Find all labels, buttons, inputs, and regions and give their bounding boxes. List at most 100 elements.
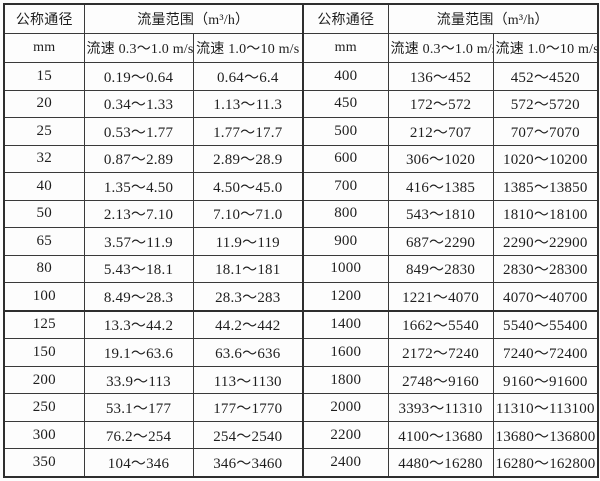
header-velocity-high-right: 流速 1.0～10 m/s bbox=[492, 33, 599, 63]
diameter-cell: 500 bbox=[302, 117, 389, 146]
flow-range-cell: 306～1020 bbox=[387, 144, 494, 173]
header-velocity-low-right: 流速 0.3～1.0 m/s bbox=[387, 33, 494, 63]
flow-range-cell: 4.50～45.0 bbox=[192, 172, 304, 201]
flow-range-cell: 5.43～18.1 bbox=[83, 254, 194, 283]
flow-range-cell: 543～1810 bbox=[387, 199, 494, 228]
flow-range-cell: 1662～5540 bbox=[387, 309, 494, 340]
diameter-cell: 20 bbox=[3, 89, 85, 118]
diameter-cell: 1600 bbox=[302, 338, 389, 367]
diameter-cell: 40 bbox=[3, 172, 85, 201]
flow-range-cell: 28.3～283 bbox=[192, 281, 304, 312]
flow-range-cell: 572～5720 bbox=[492, 89, 599, 118]
table-row: 250 53.1～177 177～1770 2000 3393～11310 11310～1… bbox=[3, 393, 599, 422]
diameter-cell: 600 bbox=[302, 144, 389, 173]
table-row: 32 0.87～2.89 2.89～28.9 600 306～1020 1020～1020… bbox=[3, 144, 599, 173]
header-unit-right: mm bbox=[302, 33, 389, 63]
diameter-cell: 900 bbox=[302, 227, 389, 256]
flow-range-cell: 452～4520 bbox=[492, 62, 599, 91]
flow-range-cell: 63.6～636 bbox=[192, 338, 304, 367]
table-body: 15 0.19～0.64 0.64～6.4 400 136～452 452～4520 20 0… bbox=[3, 62, 599, 478]
flow-range-cell: 1385～13850 bbox=[492, 172, 599, 201]
flow-range-cell: 0.87～2.89 bbox=[83, 144, 194, 173]
table-row: 100 8.49～28.3 28.3～283 1200 1221～4070 4070～40… bbox=[3, 281, 599, 312]
flow-range-cell: 8.49～28.3 bbox=[83, 281, 194, 312]
flow-range-cell: 33.9～113 bbox=[83, 365, 194, 395]
flow-range-cell: 212～707 bbox=[387, 117, 494, 146]
flow-range-cell: 136～452 bbox=[387, 62, 494, 91]
flow-range-cell: 16280～162800 bbox=[492, 448, 599, 478]
diameter-cell: 1200 bbox=[302, 281, 389, 312]
table-header: 公称通径 流量范围（m³/h） 公称通径 流量范围（m³/h） mm 流速 0.… bbox=[3, 3, 599, 63]
flow-range-cell: 7240～72400 bbox=[492, 338, 599, 367]
diameter-cell: 25 bbox=[3, 117, 85, 146]
header-velocity-low-left: 流速 0.3～1.0 m/s bbox=[83, 33, 194, 63]
diameter-cell: 2400 bbox=[302, 448, 389, 478]
diameter-cell: 350 bbox=[3, 448, 85, 478]
flow-range-cell: 0.34～1.33 bbox=[83, 89, 194, 118]
flow-range-cell: 2172～7240 bbox=[387, 338, 494, 367]
diameter-cell: 2200 bbox=[302, 420, 389, 450]
flow-range-cell: 44.2～442 bbox=[192, 309, 304, 340]
diameter-cell: 400 bbox=[302, 62, 389, 91]
flow-range-cell: 2290～22900 bbox=[492, 227, 599, 256]
diameter-cell: 100 bbox=[3, 281, 85, 312]
table-row: 50 2.13～7.10 7.10～71.0 800 543～1810 1810～1810… bbox=[3, 199, 599, 228]
flow-range-cell: 172～572 bbox=[387, 89, 494, 118]
header-row-top: 公称通径 流量范围（m³/h） 公称通径 流量范围（m³/h） bbox=[3, 3, 599, 34]
flow-range-cell: 1020～10200 bbox=[492, 144, 599, 173]
diameter-cell: 450 bbox=[302, 89, 389, 118]
header-velocity-high-left: 流速 1.0～10 m/s bbox=[192, 33, 304, 63]
table-row: 300 76.2～254 254～2540 2200 4100～13680 13680～1… bbox=[3, 420, 599, 450]
diameter-cell: 150 bbox=[3, 338, 85, 367]
header-unit-left: mm bbox=[3, 33, 85, 63]
flow-range-cell: 104～346 bbox=[83, 448, 194, 478]
header-flow-range-left: 流量范围（m³/h） bbox=[83, 3, 304, 34]
table-row: 40 1.35～4.50 4.50～45.0 700 416～1385 1385～1385… bbox=[3, 172, 599, 201]
flow-range-cell: 1.35～4.50 bbox=[83, 172, 194, 201]
flow-range-cell: 7.10～71.0 bbox=[192, 199, 304, 228]
flow-range-cell: 2830～28300 bbox=[492, 254, 599, 283]
table-row: 350 104～346 346～3460 2400 4480～16280 16280～16… bbox=[3, 448, 599, 478]
flow-range-cell: 0.19～0.64 bbox=[83, 62, 194, 91]
diameter-cell: 80 bbox=[3, 254, 85, 283]
flow-range-cell: 254～2540 bbox=[192, 420, 304, 450]
header-row-sub: mm 流速 0.3～1.0 m/s 流速 1.0～10 m/s mm 流速 0.… bbox=[3, 33, 599, 63]
flow-range-cell: 1221～4070 bbox=[387, 281, 494, 312]
flow-range-cell: 2.13～7.10 bbox=[83, 199, 194, 228]
flow-range-cell: 11.9～119 bbox=[192, 227, 304, 256]
flow-range-cell: 849～2830 bbox=[387, 254, 494, 283]
flow-range-cell: 113～1130 bbox=[192, 365, 304, 395]
table-row: 80 5.43～18.1 18.1～181 1000 849～2830 2830～2830… bbox=[3, 254, 599, 283]
table-row: 125 13.3～44.2 44.2～442 1400 1662～5540 5540～55… bbox=[3, 309, 599, 340]
table-row: 15 0.19～0.64 0.64～6.4 400 136～452 452～4520 bbox=[3, 62, 599, 91]
header-diameter-left: 公称通径 bbox=[3, 3, 85, 34]
flow-range-cell: 1.77～17.7 bbox=[192, 117, 304, 146]
flow-range-cell: 9160～91600 bbox=[492, 365, 599, 395]
diameter-cell: 250 bbox=[3, 393, 85, 422]
diameter-cell: 800 bbox=[302, 199, 389, 228]
flow-range-cell: 18.1～181 bbox=[192, 254, 304, 283]
header-diameter-right: 公称通径 bbox=[302, 3, 389, 34]
diameter-cell: 125 bbox=[3, 309, 85, 340]
flow-range-cell: 19.1～63.6 bbox=[83, 338, 194, 367]
table-row: 150 19.1～63.6 63.6～636 1600 2172～7240 7240～72… bbox=[3, 338, 599, 367]
flow-range-cell: 0.53～1.77 bbox=[83, 117, 194, 146]
diameter-cell: 700 bbox=[302, 172, 389, 201]
flow-range-cell: 11310～113100 bbox=[492, 393, 599, 422]
flow-range-cell: 2.89～28.9 bbox=[192, 144, 304, 173]
flow-range-cell: 1810～18100 bbox=[492, 199, 599, 228]
flow-range-cell: 4480～16280 bbox=[387, 448, 494, 478]
flow-range-cell: 687～2290 bbox=[387, 227, 494, 256]
flow-range-cell: 13.3～44.2 bbox=[83, 309, 194, 340]
flow-range-cell: 53.1～177 bbox=[83, 393, 194, 422]
diameter-cell: 50 bbox=[3, 199, 85, 228]
table-row: 20 0.34～1.33 1.13～11.3 450 172～572 572～5720 bbox=[3, 89, 599, 118]
diameter-cell: 300 bbox=[3, 420, 85, 450]
diameter-cell: 1800 bbox=[302, 365, 389, 395]
diameter-cell: 1000 bbox=[302, 254, 389, 283]
flow-range-cell: 346～3460 bbox=[192, 448, 304, 478]
diameter-cell: 32 bbox=[3, 144, 85, 173]
flow-range-cell: 3393～11310 bbox=[387, 393, 494, 422]
flow-range-cell: 13680～136800 bbox=[492, 420, 599, 450]
diameter-cell: 65 bbox=[3, 227, 85, 256]
